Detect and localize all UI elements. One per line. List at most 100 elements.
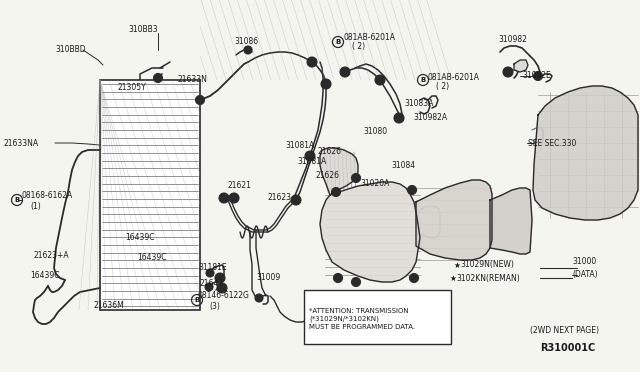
Text: 08168-6162A: 08168-6162A	[22, 192, 73, 201]
Circle shape	[354, 176, 358, 180]
Circle shape	[397, 115, 401, 121]
Text: ( 2): ( 2)	[436, 83, 449, 92]
Text: ★: ★	[449, 273, 456, 282]
Text: (3): (3)	[209, 301, 220, 311]
Circle shape	[408, 186, 417, 195]
Text: 3102KN(REMAN): 3102KN(REMAN)	[456, 273, 520, 282]
Circle shape	[342, 70, 348, 74]
Circle shape	[208, 271, 212, 275]
Text: 21633NA: 21633NA	[4, 138, 39, 148]
Text: 310BBD: 310BBD	[55, 45, 86, 55]
Text: 21305Y: 21305Y	[118, 83, 147, 93]
Text: 081AB-6201A: 081AB-6201A	[344, 33, 396, 42]
Circle shape	[205, 283, 213, 291]
Text: 21626: 21626	[316, 171, 340, 180]
Text: 310BB3: 310BB3	[128, 26, 157, 35]
Circle shape	[394, 113, 404, 123]
Circle shape	[219, 193, 229, 203]
Circle shape	[156, 76, 160, 80]
Text: 31009: 31009	[256, 273, 280, 282]
Circle shape	[221, 196, 227, 201]
Text: 31029N(NEW): 31029N(NEW)	[460, 260, 514, 269]
Polygon shape	[490, 188, 532, 254]
Text: 310982A: 310982A	[413, 113, 447, 122]
Text: (2WD NEXT PAGE): (2WD NEXT PAGE)	[530, 326, 599, 334]
Text: 21621: 21621	[228, 182, 252, 190]
Circle shape	[410, 273, 419, 282]
Circle shape	[215, 273, 225, 283]
Text: 21623+A: 21623+A	[34, 251, 70, 260]
Text: 16439C: 16439C	[30, 272, 60, 280]
Circle shape	[305, 151, 315, 161]
Circle shape	[246, 48, 250, 52]
Text: B: B	[335, 39, 340, 45]
Circle shape	[291, 195, 301, 205]
Circle shape	[354, 280, 358, 284]
Circle shape	[255, 294, 263, 302]
Circle shape	[332, 187, 340, 196]
Circle shape	[207, 285, 211, 289]
Text: 081AB-6201A: 081AB-6201A	[428, 74, 480, 83]
Text: 310982: 310982	[498, 35, 527, 45]
Circle shape	[351, 173, 360, 183]
Text: B: B	[420, 77, 426, 83]
Bar	[100, 80, 200, 310]
Text: R310001C: R310001C	[540, 343, 595, 353]
Circle shape	[307, 154, 312, 158]
Text: 31080: 31080	[363, 128, 387, 137]
Text: 21626: 21626	[318, 148, 342, 157]
Circle shape	[220, 285, 225, 291]
Circle shape	[218, 276, 223, 280]
Text: 31081A: 31081A	[285, 141, 314, 150]
Circle shape	[217, 283, 227, 293]
Circle shape	[336, 276, 340, 280]
Text: *ATTENTION: TRANSMISSION
(*31029N/*3102KN)
MUST BE PROGRAMMED DATA.: *ATTENTION: TRANSMISSION (*31029N/*3102K…	[309, 308, 415, 330]
Text: 31083A: 31083A	[404, 99, 433, 109]
Text: SEE SEC.330: SEE SEC.330	[528, 138, 577, 148]
Circle shape	[310, 60, 314, 64]
Text: 31081A: 31081A	[297, 157, 326, 167]
Circle shape	[378, 77, 383, 83]
Polygon shape	[320, 182, 420, 282]
Circle shape	[198, 98, 202, 102]
Circle shape	[351, 278, 360, 286]
Text: 16439C: 16439C	[125, 232, 154, 241]
Polygon shape	[514, 60, 528, 72]
Text: ★: ★	[453, 260, 460, 269]
Text: 08146-6122G: 08146-6122G	[197, 292, 249, 301]
Text: 21647: 21647	[200, 279, 224, 288]
Circle shape	[536, 74, 540, 78]
Polygon shape	[320, 148, 358, 195]
Circle shape	[229, 193, 239, 203]
Circle shape	[503, 67, 513, 77]
Text: 16439C: 16439C	[137, 253, 166, 263]
Circle shape	[534, 71, 543, 80]
Text: 21623: 21623	[268, 193, 292, 202]
Circle shape	[506, 70, 511, 74]
Polygon shape	[416, 180, 492, 260]
Circle shape	[257, 296, 261, 300]
Circle shape	[232, 196, 237, 201]
FancyBboxPatch shape	[304, 290, 451, 344]
Circle shape	[412, 276, 416, 280]
Text: (1): (1)	[30, 202, 41, 211]
Text: B: B	[14, 197, 20, 203]
Text: 31020A: 31020A	[320, 318, 349, 327]
Circle shape	[244, 46, 252, 54]
Circle shape	[375, 75, 385, 85]
Polygon shape	[533, 86, 638, 220]
Text: 31181E: 31181E	[198, 263, 227, 273]
Circle shape	[321, 79, 331, 89]
Text: 31084: 31084	[391, 160, 415, 170]
Text: B: B	[195, 297, 200, 303]
Circle shape	[206, 269, 214, 277]
Circle shape	[307, 57, 317, 67]
Circle shape	[323, 81, 328, 87]
Circle shape	[195, 96, 205, 105]
Text: (DATA): (DATA)	[572, 270, 598, 279]
Text: 31000: 31000	[572, 257, 596, 266]
Circle shape	[154, 74, 163, 83]
Circle shape	[333, 273, 342, 282]
Text: ( 2): ( 2)	[352, 42, 365, 51]
Text: 31086: 31086	[234, 38, 258, 46]
